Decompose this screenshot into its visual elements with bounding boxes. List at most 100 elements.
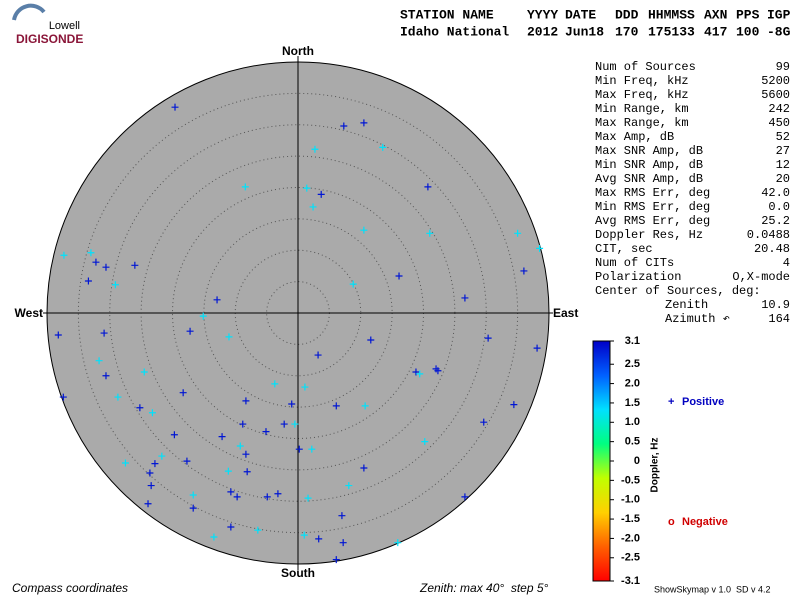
stat-value: 52 — [776, 130, 790, 144]
source-point — [136, 404, 144, 412]
source-point — [426, 229, 434, 237]
south-label: South — [281, 566, 315, 580]
source-point — [140, 368, 148, 376]
source-point — [394, 539, 402, 547]
source-point — [170, 431, 178, 439]
source-point — [480, 418, 488, 426]
stat-value: 5600 — [761, 88, 790, 102]
source-point — [189, 491, 197, 499]
stat-label: Max Range, km — [595, 116, 689, 130]
source-point — [315, 535, 323, 543]
center-label: Azimuth ↶ — [665, 312, 730, 326]
logo-bottom: DIGISONDE — [16, 32, 83, 46]
source-point — [102, 263, 110, 271]
header-value: Idaho National — [400, 24, 509, 39]
source-point — [379, 143, 387, 151]
source-point — [263, 493, 271, 501]
stat-value: 20.48 — [754, 242, 790, 256]
source-point — [131, 261, 139, 269]
source-point — [274, 490, 282, 498]
legend-label: Negative — [682, 516, 728, 528]
header-label: HHMMSS — [648, 7, 695, 22]
legend-symbol: + — [668, 396, 674, 408]
source-point — [218, 433, 226, 441]
source-point — [424, 183, 432, 191]
colorbar-tick-label: 1.5 — [625, 397, 640, 409]
stat-label: Max RMS Err, deg — [595, 186, 710, 200]
stat-label: Max Amp, dB — [595, 130, 674, 144]
stat-label: Min Range, km — [595, 102, 689, 116]
source-point — [147, 482, 155, 490]
source-point — [95, 357, 103, 365]
source-point — [84, 277, 92, 285]
stat-label: CIT, sec — [595, 242, 653, 256]
source-point — [314, 351, 322, 359]
west-label: West — [15, 306, 43, 320]
source-point — [434, 367, 442, 375]
legend-label: Positive — [682, 396, 724, 408]
source-point — [510, 401, 518, 409]
source-point — [367, 336, 375, 344]
stat-label: Doppler Res, Hz — [595, 228, 703, 242]
source-point — [210, 533, 218, 541]
source-point — [295, 445, 303, 453]
source-point — [533, 344, 541, 352]
stat-value: 12 — [776, 158, 790, 172]
source-point — [262, 428, 270, 436]
header-label: IGP — [767, 7, 791, 22]
source-point — [514, 229, 522, 237]
stat-label: Avg RMS Err, deg — [595, 214, 710, 228]
source-point — [233, 493, 241, 501]
source-point — [183, 457, 191, 465]
footer-right: ShowSkymap v 1.0 SD v 4.2 — [654, 584, 771, 594]
source-point — [271, 380, 279, 388]
stat-value: 242 — [768, 102, 790, 116]
header-label: YYYY — [527, 7, 558, 22]
source-point — [300, 531, 308, 539]
colorbar-tick-label: -1.5 — [621, 513, 640, 525]
stat-label: Avg SNR Amp, dB — [595, 172, 703, 186]
source-point — [360, 119, 368, 127]
colorbar-tick-label: -1.0 — [621, 494, 640, 506]
source-point — [340, 122, 348, 130]
colorbar-tick-label: -2.5 — [621, 552, 640, 564]
stat-label: Min SNR Amp, dB — [595, 158, 703, 172]
source-point — [484, 334, 492, 342]
source-point — [416, 370, 424, 378]
footer-middle: Zenith: max 40° step 5° — [419, 581, 549, 595]
stat-value: 27 — [776, 144, 790, 158]
footer-left: Compass coordinates — [12, 581, 128, 595]
source-point — [461, 493, 469, 501]
header-value: -8G — [767, 24, 791, 39]
source-point — [317, 190, 325, 198]
stat-value: 42.0 — [761, 186, 790, 200]
source-point — [412, 368, 420, 376]
source-point — [360, 226, 368, 234]
source-point — [158, 452, 166, 460]
stat-label: Polarization — [595, 270, 681, 284]
source-point — [59, 393, 67, 401]
stat-label: Num of Sources — [595, 60, 696, 74]
east-label: East — [553, 306, 578, 320]
source-point — [308, 445, 316, 453]
header-value: Jun18 — [565, 24, 604, 39]
colorbar — [592, 340, 611, 582]
stat-label: Max SNR Amp, dB — [595, 144, 703, 158]
source-point — [60, 251, 68, 259]
colorbar-tick-label: -2.0 — [621, 532, 640, 544]
source-point — [148, 409, 156, 417]
center-value: 10.9 — [761, 298, 790, 312]
source-point — [345, 482, 353, 490]
source-point — [536, 244, 544, 252]
source-point — [146, 469, 154, 477]
source-point — [121, 459, 129, 467]
logo-top: Lowell — [49, 20, 80, 32]
source-point — [179, 389, 187, 397]
legend-symbol: o — [668, 516, 675, 528]
source-point — [92, 258, 100, 266]
source-point — [242, 450, 250, 458]
center-title: Center of Sources, deg: — [595, 284, 761, 298]
stat-label: Max Freq, kHz — [595, 88, 689, 102]
header-value: 100 — [736, 24, 760, 39]
source-point — [114, 393, 122, 401]
